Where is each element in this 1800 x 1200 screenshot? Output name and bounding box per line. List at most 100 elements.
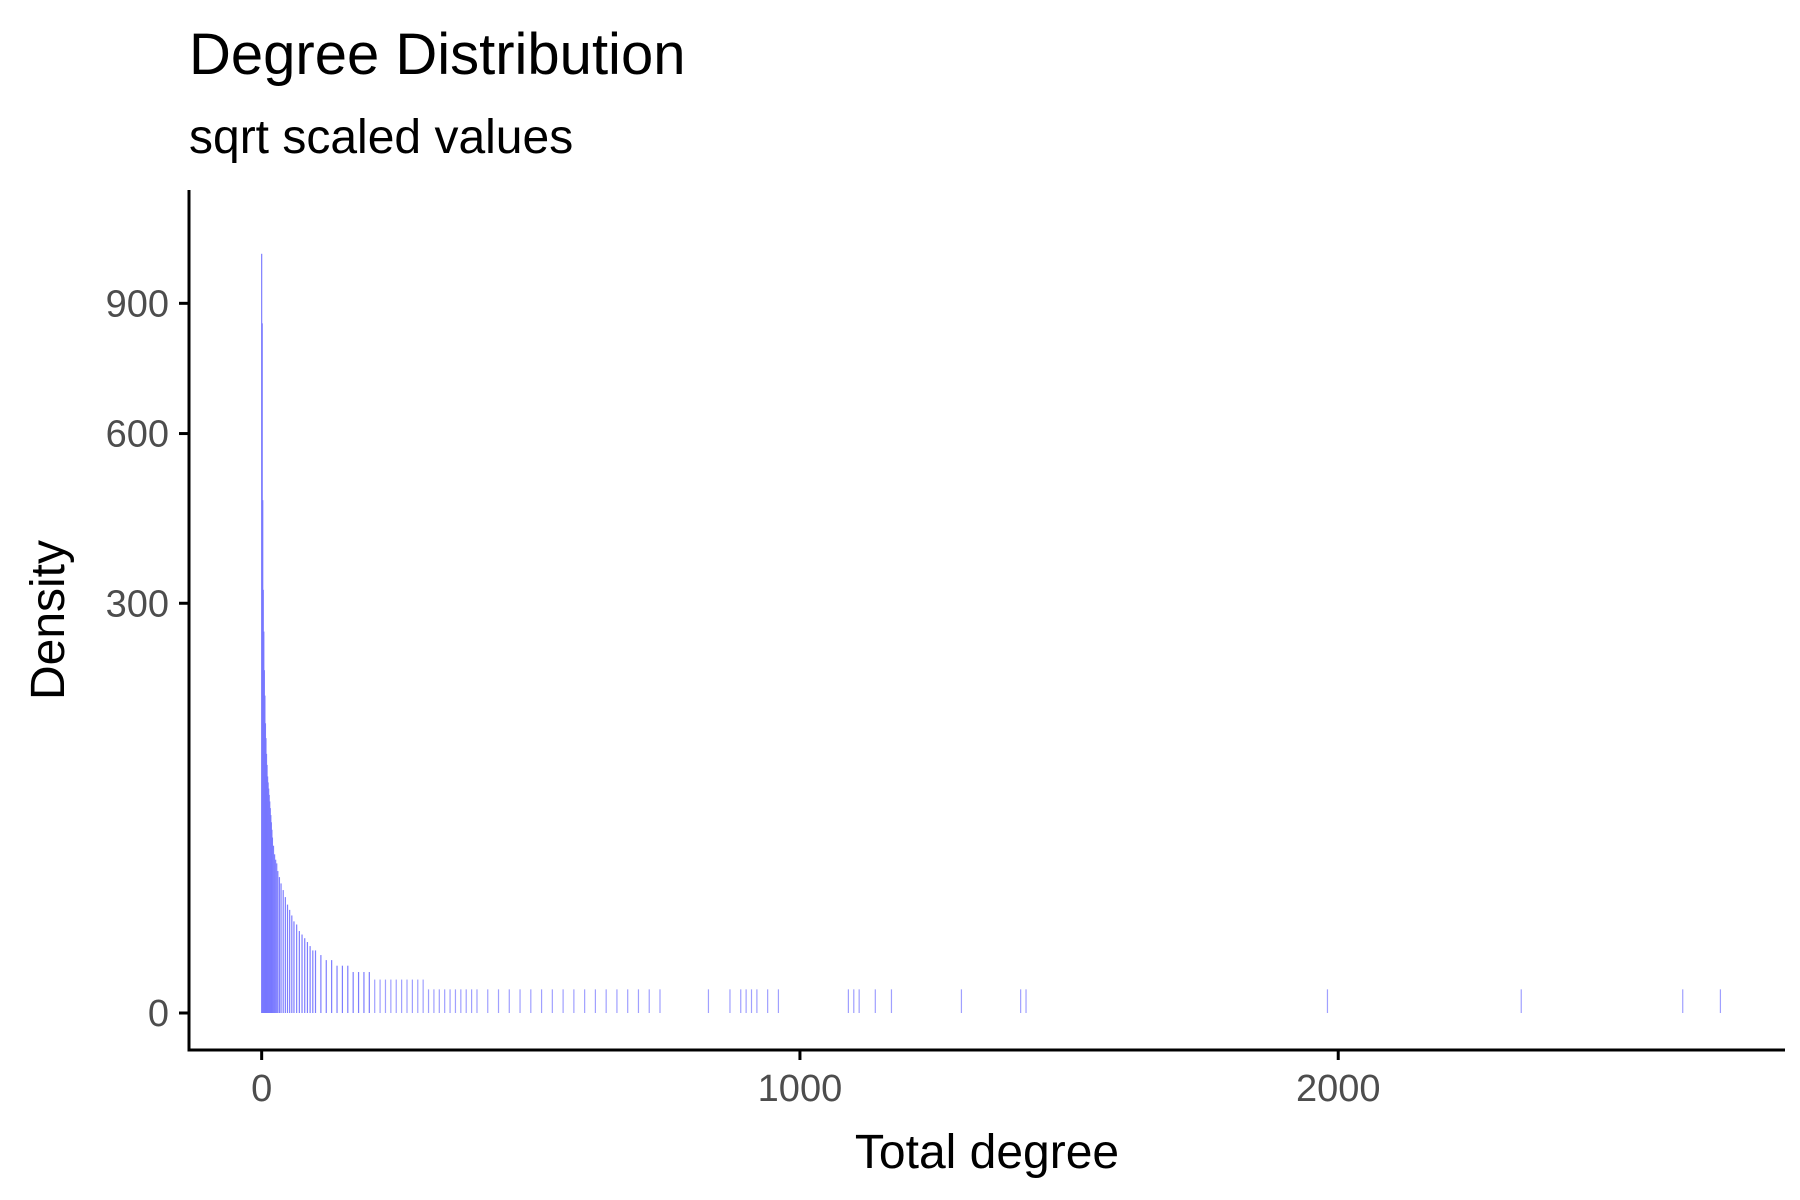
histogram-bar bbox=[277, 871, 279, 1013]
histogram-bar bbox=[314, 950, 317, 1013]
histogram-bar bbox=[312, 950, 314, 1013]
histogram-bar bbox=[304, 938, 306, 1013]
histogram-bar bbox=[1719, 989, 1722, 1013]
histogram-bar bbox=[306, 942, 309, 1013]
histogram-bar bbox=[395, 979, 397, 1013]
histogram-bar bbox=[325, 960, 327, 1013]
x-tick-label: 2000 bbox=[1296, 1068, 1381, 1110]
chart-title: Degree Distribution bbox=[189, 22, 685, 87]
histogram-bar bbox=[1326, 989, 1329, 1013]
histogram-bar bbox=[406, 979, 408, 1013]
histogram-bar bbox=[296, 924, 298, 1013]
histogram-bar bbox=[320, 955, 322, 1013]
histogram-bar bbox=[309, 946, 311, 1013]
histogram-bar bbox=[519, 989, 521, 1013]
histogram-bar bbox=[298, 931, 300, 1013]
histogram-bar bbox=[422, 979, 424, 1013]
histogram-bar bbox=[454, 989, 457, 1013]
histogram-bar bbox=[551, 989, 553, 1013]
histogram-bar bbox=[659, 989, 661, 1013]
histogram-bar bbox=[584, 989, 586, 1013]
y-tick-label: 0 bbox=[148, 993, 169, 1035]
histogram-bar bbox=[767, 989, 769, 1013]
histogram-bar bbox=[756, 989, 758, 1013]
histogram-bar bbox=[433, 989, 435, 1013]
histogram-bar bbox=[276, 863, 278, 1013]
histogram-bar bbox=[476, 989, 478, 1013]
histogram-bar bbox=[352, 972, 354, 1013]
chart-subtitle: sqrt scaled values bbox=[189, 111, 573, 164]
y-axis-ticks: 0 300 600 900 bbox=[106, 283, 189, 1035]
histogram-bar bbox=[562, 989, 564, 1013]
histogram-bar bbox=[271, 837, 274, 1013]
histogram-bar bbox=[729, 989, 731, 1013]
histogram-bar bbox=[777, 989, 780, 1013]
histogram-bar bbox=[1682, 989, 1684, 1013]
histogram-bar bbox=[605, 989, 607, 1013]
histogram-bar bbox=[347, 965, 349, 1013]
histogram-bar bbox=[853, 989, 855, 1013]
histogram-bar bbox=[858, 989, 860, 1013]
histogram-bar bbox=[471, 989, 473, 1013]
histogram-bar bbox=[282, 890, 284, 1013]
x-axis-ticks: 0 1000 2000 bbox=[251, 1050, 1381, 1110]
histogram-bar bbox=[648, 989, 650, 1013]
histogram-bar bbox=[411, 979, 413, 1013]
histogram-bar bbox=[301, 934, 303, 1013]
histogram-bar bbox=[1025, 989, 1027, 1013]
histogram-bar bbox=[449, 989, 451, 1013]
histogram-bar bbox=[363, 972, 365, 1013]
histogram-bar bbox=[384, 979, 387, 1013]
histogram-bar bbox=[847, 989, 849, 1013]
histogram-bar bbox=[890, 989, 893, 1013]
histogram-bar bbox=[331, 960, 333, 1013]
histogram-bar bbox=[530, 989, 532, 1013]
x-tick-label: 0 bbox=[251, 1068, 272, 1110]
histogram-bar bbox=[286, 904, 289, 1013]
histogram-bar bbox=[275, 859, 277, 1013]
histogram-bar bbox=[278, 877, 281, 1013]
y-axis-title: Density bbox=[22, 540, 75, 700]
histogram-bar bbox=[272, 845, 275, 1013]
histogram-bar bbox=[707, 989, 710, 1013]
histogram-bar bbox=[1520, 989, 1522, 1013]
histogram-bar bbox=[438, 989, 440, 1013]
histogram-bar bbox=[280, 883, 282, 1013]
x-tick-label: 1000 bbox=[758, 1068, 843, 1110]
histogram-bar bbox=[291, 915, 293, 1013]
histogram-bar bbox=[487, 989, 489, 1013]
y-tick-label: 600 bbox=[106, 414, 169, 456]
histogram-bar bbox=[874, 989, 876, 1013]
histogram-bars bbox=[261, 253, 1722, 1014]
histogram-bar bbox=[508, 989, 510, 1013]
histogram-bar bbox=[417, 979, 419, 1013]
histogram-bar bbox=[627, 989, 629, 1013]
histogram-bar bbox=[460, 989, 462, 1013]
histogram-bar bbox=[540, 989, 543, 1013]
histogram-bar bbox=[427, 989, 430, 1013]
y-tick-label: 300 bbox=[106, 583, 169, 625]
histogram-bar bbox=[444, 989, 446, 1013]
x-axis-title: Total degree bbox=[855, 1126, 1119, 1179]
histogram-bar bbox=[289, 909, 291, 1013]
histogram-bar bbox=[293, 921, 295, 1013]
histogram-bar bbox=[368, 972, 370, 1013]
histogram-bar bbox=[357, 972, 360, 1013]
histogram-bar bbox=[740, 989, 742, 1013]
histogram-bar bbox=[637, 989, 640, 1013]
histogram-bar bbox=[750, 989, 753, 1013]
histogram-bar bbox=[374, 979, 376, 1013]
histogram-bar bbox=[465, 989, 467, 1013]
histogram-bar bbox=[573, 989, 575, 1013]
histogram-bar bbox=[401, 979, 403, 1013]
histogram-bar bbox=[390, 979, 392, 1013]
histogram-bar bbox=[284, 897, 286, 1013]
histogram-bar bbox=[341, 965, 344, 1013]
histogram-bar bbox=[594, 989, 596, 1013]
histogram-bar bbox=[1020, 989, 1022, 1013]
histogram-bar bbox=[960, 989, 963, 1013]
histogram-bar bbox=[379, 979, 381, 1013]
y-tick-label: 900 bbox=[106, 283, 169, 325]
histogram-bar bbox=[745, 989, 747, 1013]
